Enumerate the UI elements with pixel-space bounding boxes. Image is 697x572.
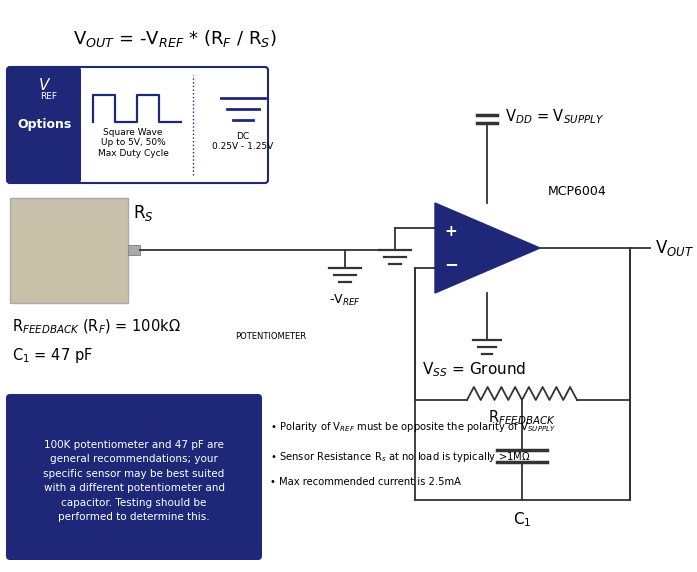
Text: V$_{OUT}$ = -V$_{REF}$ * (R$_{F}$ / R$_{S}$): V$_{OUT}$ = -V$_{REF}$ * (R$_{F}$ / R$_{… [73,28,277,49]
Text: Options: Options [17,118,71,131]
Bar [128,245,140,255]
Text: POTENTIOMETER: POTENTIOMETER [235,332,306,341]
Text: -V$_{REF}$: -V$_{REF}$ [329,293,361,308]
Text: DC
0.25V - 1.25V: DC 0.25V - 1.25V [213,132,274,152]
Text: −: − [444,255,458,273]
Text: Square Wave
Up to 5V, 50%
Max Duty Cycle: Square Wave Up to 5V, 50% Max Duty Cycle [98,128,169,158]
Text: 100K potentiometer and 47 pF are
general recommendations; your
specific sensor m: 100K potentiometer and 47 pF are general… [43,440,224,522]
Text: REF: REF [40,92,57,101]
Text: R$_{FEEDBACK}$: R$_{FEEDBACK}$ [488,408,556,427]
Text: C$_{1}$ = 47 pF: C$_{1}$ = 47 pF [12,346,93,365]
Polygon shape [435,203,540,293]
Bar [44,70,80,180]
Text: • Sensor Resistance R$_{s}$ at no load is typically >1MΩ: • Sensor Resistance R$_{s}$ at no load i… [270,450,530,464]
Text: +: + [445,224,457,240]
FancyBboxPatch shape [6,394,262,560]
FancyBboxPatch shape [7,67,268,183]
Bar [10,198,128,303]
Bar [10,70,78,180]
Text: • Polarity of V$_{REF}$ must be opposite the polarity of V$_{SUPPLY}$: • Polarity of V$_{REF}$ must be opposite… [270,420,556,434]
Text: R$_{FEEDBACK}$ (R$_{F}$) = 100kΩ: R$_{FEEDBACK}$ (R$_{F}$) = 100kΩ [12,318,181,336]
Text: MCP6004: MCP6004 [548,185,607,198]
Text: R$_{S}$: R$_{S}$ [133,203,154,223]
Text: V$_{DD}$ = V$_{SUPPLY}$: V$_{DD}$ = V$_{SUPPLY}$ [505,108,604,126]
FancyBboxPatch shape [7,67,81,183]
Text: • Max recommended current is 2.5mA: • Max recommended current is 2.5mA [270,477,461,487]
Text: C$_{1}$: C$_{1}$ [513,510,531,529]
Text: V$_{SS}$ = Ground: V$_{SS}$ = Ground [422,361,526,379]
Text: V: V [39,78,49,93]
Text: V$_{OUT}$: V$_{OUT}$ [655,238,694,258]
